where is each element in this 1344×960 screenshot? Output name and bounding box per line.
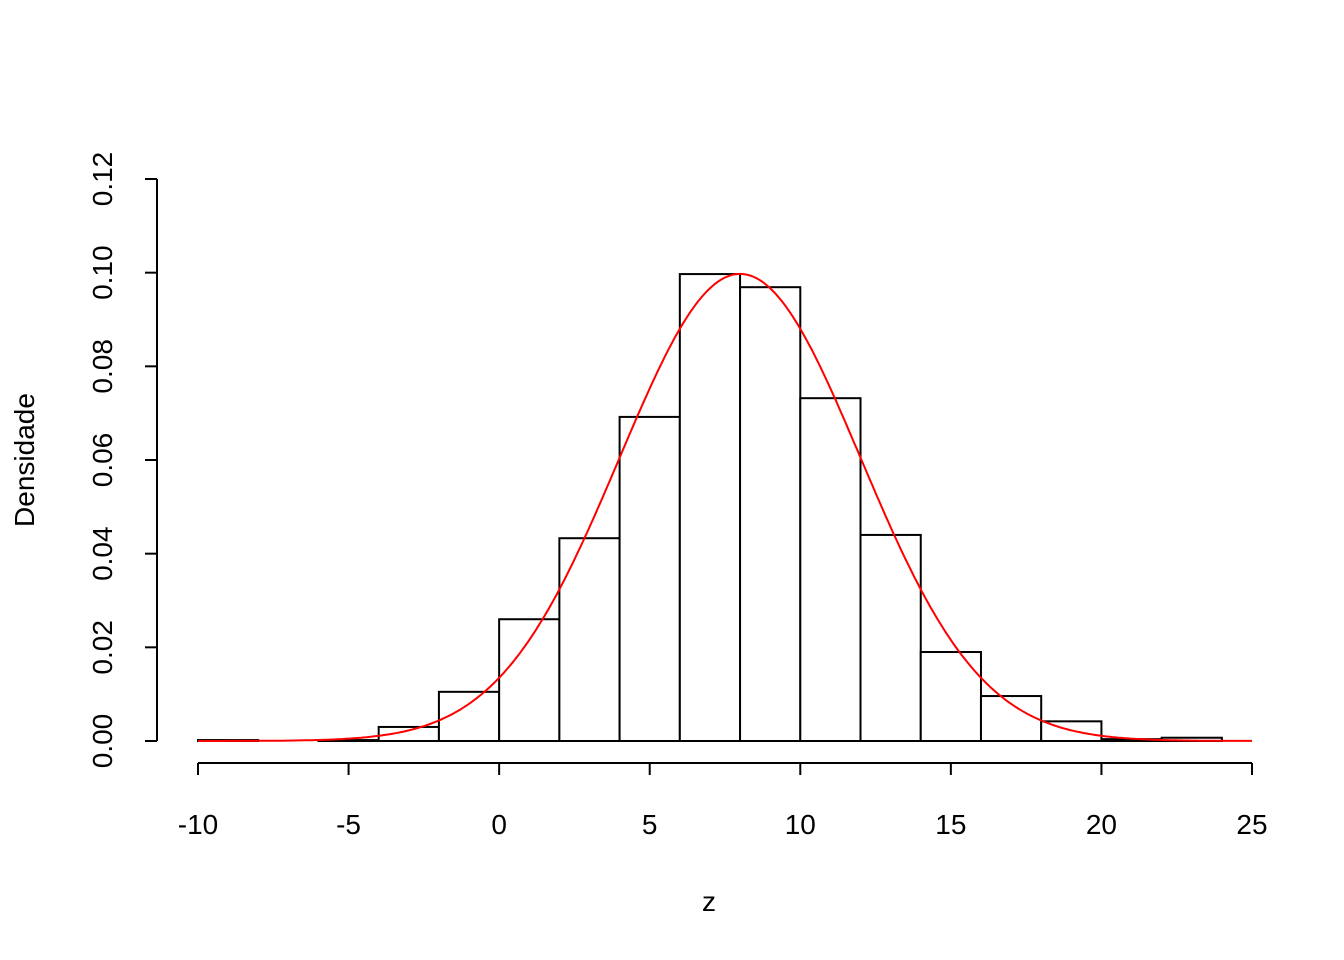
- histogram-bar-12: [919, 651, 982, 742]
- histogram-bar-5: [498, 618, 561, 743]
- y-tick-label: 0.00: [87, 714, 118, 769]
- y-axis-label: Densidade: [9, 393, 40, 527]
- x-tick-label: 0: [491, 809, 507, 840]
- x-tick-label: 10: [785, 809, 816, 840]
- histogram-bar-7: [618, 415, 681, 742]
- y-tick-label: 0.10: [87, 245, 118, 300]
- x-tick-label: -5: [336, 809, 361, 840]
- histogram-bar-10: [799, 397, 862, 742]
- x-tick-label: 20: [1086, 809, 1117, 840]
- y-tick-label: 0.12: [87, 152, 118, 207]
- y-tick-label: 0.02: [87, 620, 118, 675]
- x-tick-label: 5: [642, 809, 658, 840]
- y-tick-label: 0.06: [87, 433, 118, 488]
- histogram-bar-11: [859, 533, 922, 743]
- x-tick-label: 25: [1236, 809, 1267, 840]
- y-tick-label: 0.04: [87, 526, 118, 581]
- y-axis: 0.00 0.02 0.04 0.06 0.08 0.10 0.12: [87, 152, 158, 769]
- histogram-bar-8: [678, 273, 742, 742]
- y-tick-label: 0.08: [87, 339, 118, 394]
- x-axis-label: z: [702, 886, 716, 917]
- x-tick-label: -10: [178, 809, 218, 840]
- histogram-bar-9: [739, 286, 802, 742]
- x-tick-label: 15: [935, 809, 966, 840]
- density-curve: [198, 272, 1252, 742]
- histogram-bar-6: [558, 537, 621, 742]
- x-axis: -10 -5 0 5 10 15 20 25: [178, 762, 1268, 840]
- histogram-bars: [197, 273, 1223, 743]
